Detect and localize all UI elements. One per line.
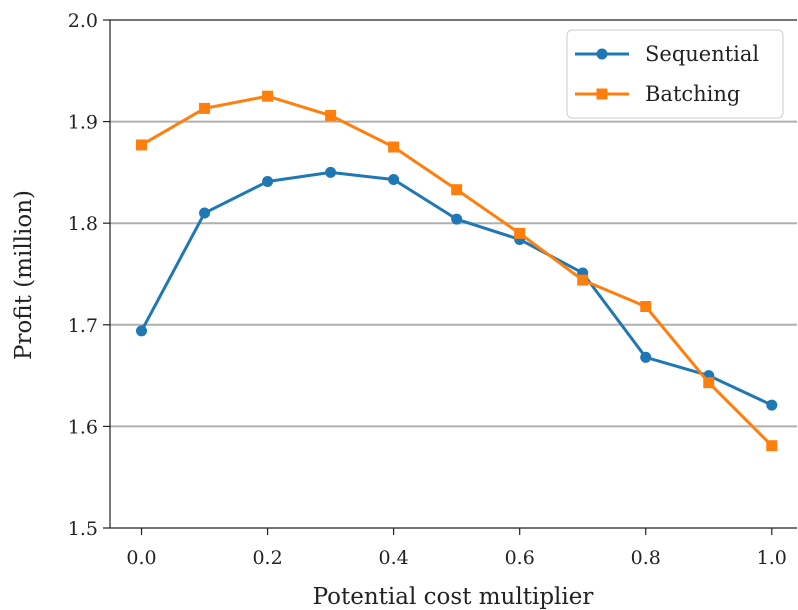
series-batching: [136, 90, 778, 452]
legend-box: [566, 29, 784, 119]
y-tick-label: 1.7: [68, 315, 98, 337]
x-tick-label: 1.0: [757, 547, 787, 569]
x-axis-label: Potential cost multiplier: [313, 584, 594, 610]
data-point: [325, 166, 337, 178]
data-point: [514, 227, 526, 239]
data-point: [325, 110, 337, 122]
series-sequential: [136, 166, 778, 411]
x-tick-label: 0.8: [631, 547, 661, 569]
legend-label: Sequential: [645, 42, 759, 66]
x-tick-label: 0.0: [126, 547, 156, 569]
series-line-sequential: [140, 170, 773, 407]
data-point: [451, 184, 463, 196]
legend-label: Batching: [645, 82, 740, 106]
axes: [109, 19, 797, 529]
data-point: [703, 377, 715, 389]
data-point: [199, 102, 211, 114]
data-point: [640, 301, 652, 313]
y-tick-label: 2.0: [68, 10, 98, 32]
grid-lines: [110, 120, 797, 428]
legend-item-sequential: Sequential: [575, 42, 759, 66]
data-point: [199, 207, 211, 219]
data-series: [136, 90, 778, 452]
data-point: [766, 440, 778, 452]
y-tick-label: 1.9: [68, 112, 98, 134]
data-point: [640, 351, 652, 363]
legend-marker: [596, 88, 608, 100]
x-axis-ticks: 0.0 0.2 0.4 0.6 0.8 1.0: [126, 528, 787, 569]
data-point: [136, 139, 148, 151]
data-point: [451, 213, 463, 225]
legend: Sequential Batching: [566, 29, 784, 119]
x-tick-label: 0.2: [252, 547, 282, 569]
y-tick-label: 1.5: [68, 518, 98, 540]
y-axis-label: Profit (million): [11, 190, 37, 360]
x-tick-label: 0.6: [505, 547, 535, 569]
x-tick-label: 0.4: [379, 547, 409, 569]
legend-marker: [596, 48, 608, 60]
data-point: [766, 399, 778, 411]
legend-item-batching: Batching: [575, 82, 740, 106]
y-tick-label: 1.6: [68, 416, 98, 438]
data-point: [262, 90, 274, 102]
data-point: [577, 274, 589, 286]
data-point: [136, 325, 148, 337]
y-tick-label: 1.8: [68, 213, 98, 235]
data-point: [388, 141, 400, 153]
y-axis-ticks: 1.5 1.6 1.7 1.8 1.9 2.0: [68, 10, 110, 540]
series-line-batching: [140, 94, 773, 447]
data-point: [262, 176, 274, 188]
data-point: [388, 174, 400, 186]
